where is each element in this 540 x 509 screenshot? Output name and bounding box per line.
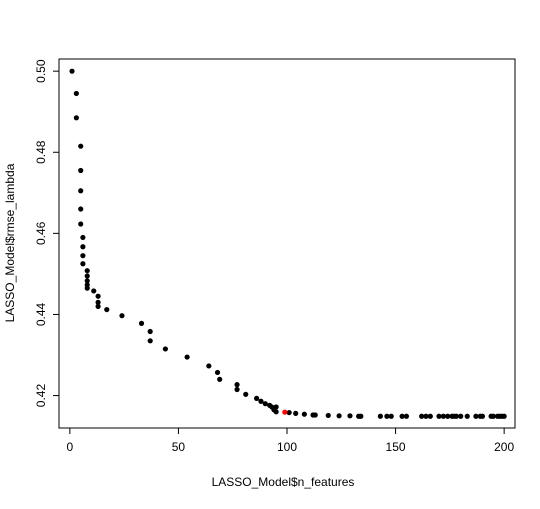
data-point	[419, 413, 425, 419]
data-point	[312, 412, 318, 418]
data-point	[78, 221, 84, 227]
data-point	[217, 376, 223, 382]
data-point	[84, 273, 90, 279]
data-point	[301, 411, 307, 417]
highlighted-data-point	[282, 409, 288, 415]
data-point	[388, 413, 394, 419]
data-point	[377, 413, 383, 419]
data-point	[73, 90, 79, 97]
data-point	[254, 395, 260, 401]
data-point	[184, 354, 190, 360]
y-tick-label: 0.50	[34, 59, 48, 83]
data-point	[80, 244, 86, 250]
data-point	[206, 363, 212, 369]
data-point	[95, 293, 101, 299]
data-point	[427, 413, 433, 419]
data-point	[84, 285, 90, 291]
data-point	[403, 413, 410, 419]
data-point	[479, 413, 486, 419]
data-point	[336, 413, 342, 419]
data-point	[440, 413, 446, 419]
data-point	[162, 346, 168, 352]
x-tick-label: 50	[172, 440, 186, 454]
data-point	[384, 413, 390, 419]
data-point	[147, 338, 153, 344]
data-point	[69, 68, 75, 74]
data-point	[464, 413, 470, 419]
data-point	[436, 413, 442, 419]
data-point	[445, 413, 451, 419]
data-point	[501, 413, 507, 419]
x-axis-label: LASSO_Model$n_features	[212, 475, 355, 489]
y-tick-label: 0.44	[34, 302, 48, 326]
data-point	[84, 278, 90, 284]
data-point	[234, 382, 240, 388]
data-point	[286, 409, 292, 416]
data-point	[423, 413, 429, 419]
data-point	[138, 320, 145, 326]
data-point	[347, 413, 353, 419]
data-point	[325, 412, 331, 419]
x-tick-label: 150	[386, 440, 406, 454]
x-tick-label: 0	[67, 440, 74, 454]
x-tick-label: 100	[277, 440, 297, 454]
data-point	[453, 413, 459, 419]
data-point	[243, 391, 249, 397]
data-point	[293, 410, 299, 417]
data-point	[147, 328, 153, 335]
data-point	[78, 188, 84, 194]
data-point	[214, 369, 221, 376]
data-point	[262, 401, 268, 407]
data-point	[399, 413, 405, 419]
data-point	[95, 303, 101, 309]
data-point	[78, 167, 84, 174]
y-tick-label: 0.48	[34, 140, 48, 164]
data-point	[358, 413, 364, 419]
data-point	[80, 253, 86, 259]
data-point	[95, 299, 101, 305]
y-axis-label: LASSO_Model$rmse_lambda	[3, 163, 17, 322]
data-point	[119, 313, 125, 319]
x-tick-label: 200	[494, 440, 514, 454]
data-point	[104, 306, 110, 313]
x-axis: 0 50 100 150 200	[67, 428, 514, 454]
data-points	[69, 68, 507, 419]
data-point	[84, 268, 90, 274]
data-point	[490, 413, 496, 419]
data-point	[458, 413, 464, 419]
data-point	[273, 404, 279, 410]
y-tick-label: 0.46	[34, 221, 48, 245]
data-point	[78, 206, 84, 212]
data-point	[273, 409, 279, 415]
data-point	[80, 261, 86, 267]
data-point	[258, 398, 264, 404]
data-point	[91, 288, 97, 294]
y-tick-label: 0.42	[34, 384, 48, 408]
data-point	[73, 115, 79, 121]
data-point	[78, 143, 84, 149]
data-point	[234, 386, 240, 393]
data-point	[473, 413, 479, 419]
data-point	[80, 234, 86, 241]
y-axis: 0.42 0.44 0.46 0.48 0.50	[34, 59, 59, 407]
